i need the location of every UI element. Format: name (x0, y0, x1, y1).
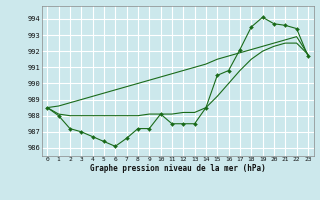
X-axis label: Graphe pression niveau de la mer (hPa): Graphe pression niveau de la mer (hPa) (90, 164, 266, 173)
